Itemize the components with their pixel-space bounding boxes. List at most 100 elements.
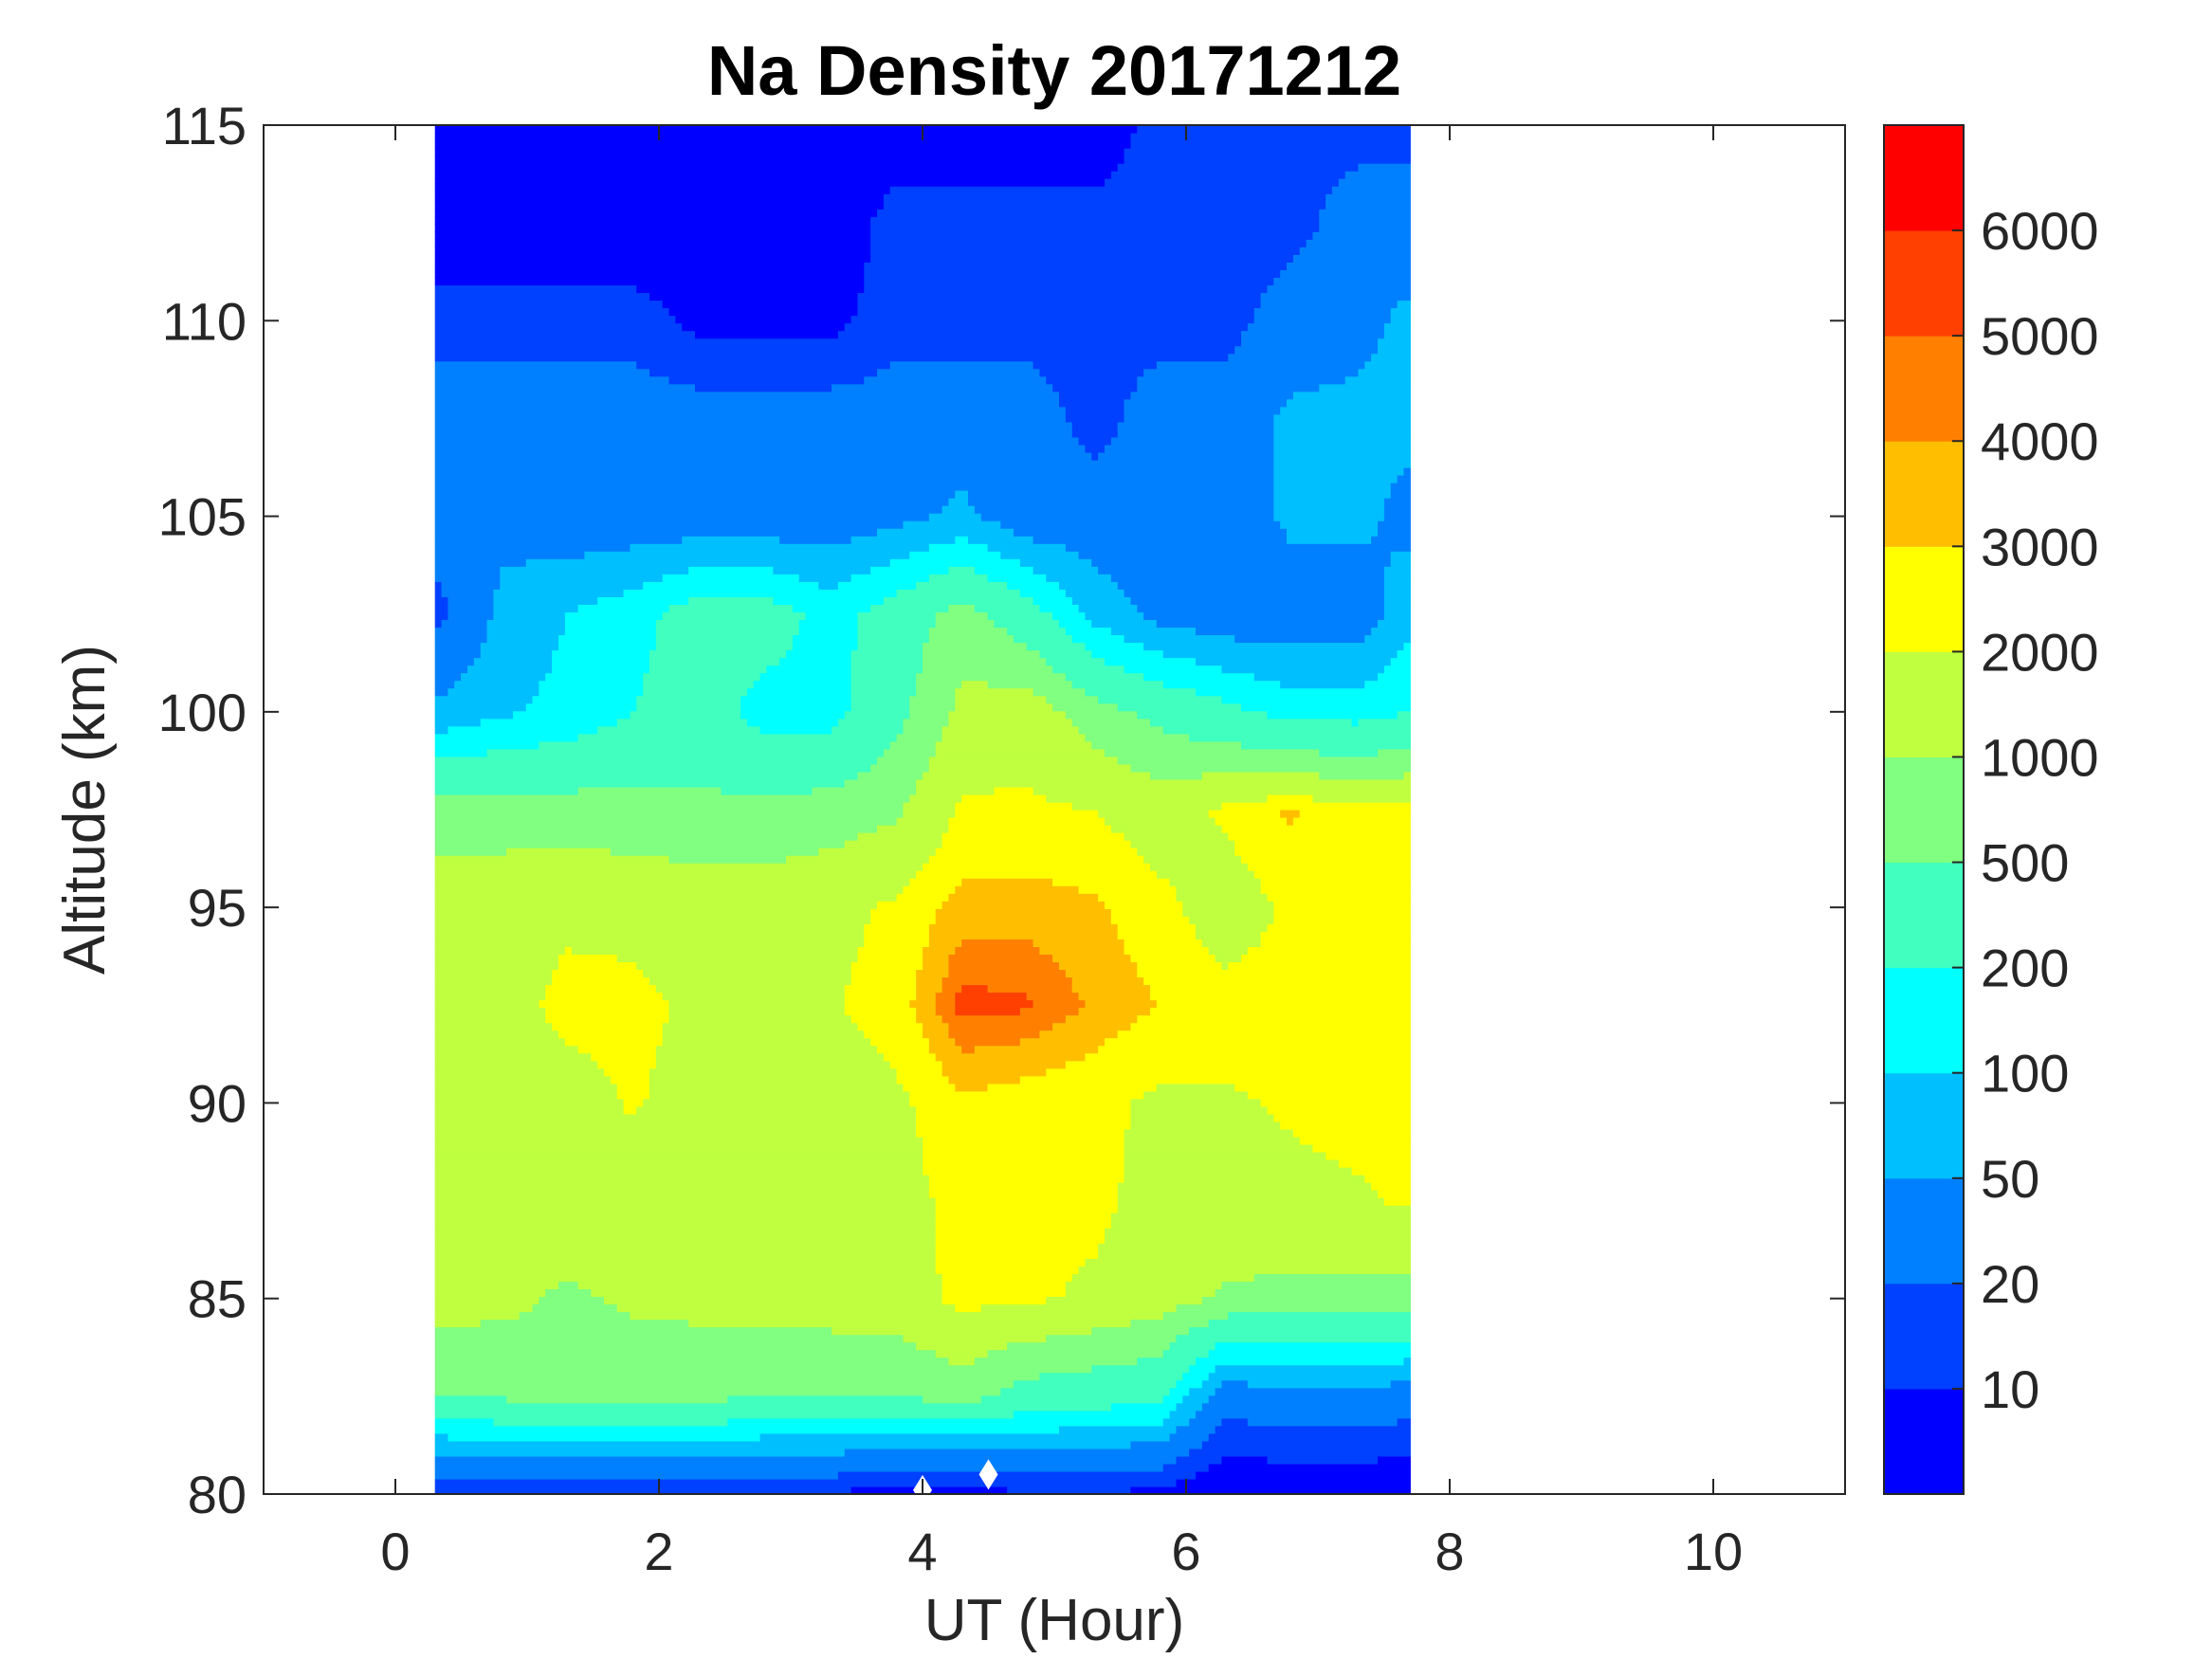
contour-cell bbox=[434, 513, 930, 521]
contour-cell bbox=[1169, 1387, 1190, 1396]
contour-cell bbox=[655, 1045, 878, 1054]
contour-cell bbox=[857, 619, 937, 629]
contour-cell bbox=[1196, 923, 1269, 932]
contour-cell bbox=[1124, 1143, 1314, 1153]
contour-cell bbox=[1247, 863, 1411, 871]
contour-cell bbox=[923, 1136, 1125, 1145]
contour-cell bbox=[837, 330, 1242, 339]
contour-cell bbox=[1390, 490, 1411, 499]
contour-cell bbox=[493, 611, 566, 621]
contour-cell bbox=[552, 649, 650, 659]
contour-cell bbox=[1221, 1379, 1249, 1389]
contour-cell bbox=[1364, 634, 1411, 644]
contour-cell bbox=[434, 1136, 923, 1145]
y-tick-label: 105 bbox=[158, 487, 247, 547]
contour-cell bbox=[1150, 771, 1203, 780]
contour-cell bbox=[655, 1060, 891, 1069]
contour-cell bbox=[864, 923, 930, 932]
contour-cell bbox=[1162, 1395, 1183, 1404]
contour-cell bbox=[1287, 262, 1411, 271]
contour-cell bbox=[955, 992, 1028, 1001]
contour-cell bbox=[500, 566, 689, 574]
contour-cell bbox=[434, 1212, 937, 1221]
contour-cell bbox=[434, 1319, 482, 1328]
contour-cell bbox=[1208, 1372, 1411, 1381]
contour-cell bbox=[1130, 1319, 1210, 1328]
contour-cell bbox=[1325, 1152, 1411, 1160]
contour-cell bbox=[480, 649, 553, 659]
contour-cell bbox=[864, 931, 930, 939]
contour-cell bbox=[434, 193, 885, 202]
contour-cell bbox=[941, 733, 1087, 742]
colorbar-band bbox=[1884, 230, 1964, 337]
contour-cell bbox=[1176, 1478, 1411, 1487]
contour-cell bbox=[792, 642, 859, 651]
contour-cell bbox=[792, 604, 871, 613]
colorbar-band bbox=[1884, 125, 1964, 231]
contour-cell bbox=[616, 1304, 956, 1313]
contour-cell bbox=[434, 186, 891, 194]
contour-cell bbox=[1098, 1250, 1411, 1259]
contour-cell bbox=[1228, 961, 1411, 971]
contour-cell bbox=[434, 1014, 546, 1024]
contour-cell bbox=[1019, 1007, 1080, 1016]
contour-cell bbox=[1130, 1121, 1281, 1130]
contour-cell bbox=[1091, 451, 1099, 461]
contour-cell bbox=[1065, 672, 1144, 682]
contour-cell bbox=[1403, 771, 1411, 780]
contour-cell bbox=[480, 718, 618, 727]
contour-cell bbox=[903, 718, 950, 727]
contour-cell bbox=[434, 1341, 917, 1351]
contour-cell bbox=[798, 574, 852, 582]
contour-cell bbox=[1273, 444, 1411, 453]
contour-cell bbox=[980, 1395, 1164, 1404]
contour-cell bbox=[1383, 566, 1411, 574]
contour-cell bbox=[948, 817, 1106, 826]
contour-cell bbox=[1052, 665, 1125, 674]
contour-cell bbox=[935, 1220, 1112, 1229]
contour-cell bbox=[545, 1007, 670, 1016]
chart-title: Na Density 20171212 bbox=[707, 31, 1401, 110]
contour-cell bbox=[1071, 596, 1132, 605]
contour-cell bbox=[1130, 840, 1235, 848]
contour-cell bbox=[1130, 954, 1216, 963]
contour-cell bbox=[1150, 863, 1249, 871]
contour-cell bbox=[694, 330, 839, 339]
contour-cell bbox=[662, 300, 859, 309]
contour-cell bbox=[1378, 520, 1411, 529]
contour-cell bbox=[434, 1243, 937, 1251]
contour-cell bbox=[434, 756, 878, 765]
contour-cell bbox=[1241, 740, 1411, 750]
x-tick-label: 0 bbox=[380, 1522, 410, 1581]
contour-cell bbox=[1221, 1455, 1269, 1465]
contour-cell bbox=[864, 262, 1288, 271]
contour-cell bbox=[850, 649, 923, 659]
contour-cell bbox=[434, 1281, 559, 1289]
contour-cell bbox=[941, 1296, 1047, 1305]
contour-cell bbox=[1383, 604, 1411, 613]
contour-cell bbox=[1273, 498, 1385, 506]
contour-cell bbox=[1130, 1105, 1269, 1115]
contour-cell bbox=[1189, 733, 1411, 742]
contour-cell bbox=[1182, 1395, 1210, 1404]
contour-cell bbox=[630, 543, 930, 552]
contour-cell bbox=[1208, 1432, 1411, 1442]
contour-cell bbox=[610, 1075, 650, 1085]
y-tick-label: 115 bbox=[162, 96, 247, 155]
contour-cell bbox=[1065, 406, 1125, 415]
contour-cell bbox=[721, 786, 814, 795]
contour-cell bbox=[1319, 224, 1411, 232]
contour-cell bbox=[434, 916, 871, 924]
contour-cell bbox=[662, 1022, 859, 1031]
contour-cell bbox=[1033, 566, 1099, 574]
contour-cell bbox=[1130, 1113, 1274, 1122]
contour-cell bbox=[1390, 315, 1411, 324]
contour-cell bbox=[1052, 878, 1171, 886]
contour-cell bbox=[779, 657, 852, 666]
y-tick-label: 110 bbox=[162, 291, 247, 351]
contour-cell bbox=[525, 558, 891, 567]
contour-cell bbox=[649, 976, 852, 986]
contour-cell bbox=[539, 680, 644, 689]
contour-cell bbox=[539, 999, 670, 1009]
contour-cell bbox=[916, 786, 996, 795]
